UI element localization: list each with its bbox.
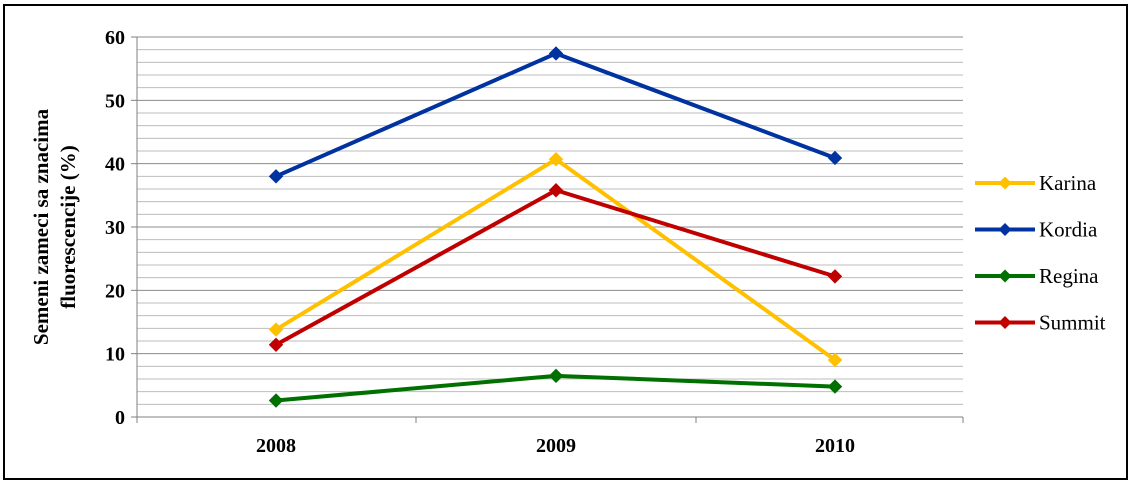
- legend: Karina Kordia Regina Summit: [975, 171, 1106, 335]
- legend-label: Kordia: [1039, 218, 1098, 242]
- legend-item-karina: Karina: [975, 171, 1097, 195]
- x-tick-label: 2010: [815, 435, 855, 457]
- series-summit: [268, 183, 843, 353]
- data-point: [548, 183, 564, 198]
- y-tick-label: 0: [115, 407, 125, 429]
- legend-label: Summit: [1039, 311, 1106, 335]
- series-regina: [268, 368, 843, 408]
- data-point: [548, 152, 564, 167]
- y-tick-label: 10: [105, 344, 125, 366]
- y-axis-title-line: fluorescencije (%): [56, 145, 80, 308]
- y-tick-label: 20: [105, 280, 125, 302]
- legend-label: Regina: [1039, 264, 1099, 288]
- y-axis-title: Semeni zameci sa znacima fluorescencije (…: [29, 108, 80, 345]
- legend-item-regina: Regina: [975, 264, 1099, 288]
- legend-item-kordia: Kordia: [975, 218, 1098, 242]
- legend-marker: [998, 269, 1012, 283]
- legend-item-summit: Summit: [975, 311, 1106, 335]
- axes: [131, 36, 964, 423]
- chart-frame: [3, 4, 1128, 480]
- y-axis-title-line: Semeni zameci sa znacima: [29, 108, 53, 345]
- y-tick-label: 60: [105, 27, 125, 49]
- series-karina: [268, 152, 843, 368]
- data-point: [268, 393, 284, 408]
- legend-marker: [998, 316, 1012, 329]
- legend-label: Karina: [1039, 171, 1097, 195]
- legend-marker: [998, 176, 1012, 190]
- data-point: [827, 269, 843, 284]
- y-axis-label: Semeni zameci sa znacima fluorescencije (…: [29, 108, 80, 345]
- data-point: [827, 150, 843, 166]
- data-point: [268, 322, 284, 337]
- data-point: [827, 352, 843, 368]
- series-lines: [268, 46, 843, 408]
- x-tick-label: 2009: [536, 435, 576, 457]
- series-line: [275, 188, 836, 347]
- data-point: [548, 46, 564, 61]
- series-kordia: [268, 46, 843, 184]
- data-point: [268, 337, 284, 353]
- data-point: [548, 368, 564, 384]
- gridlines: [137, 36, 963, 405]
- y-tick-label: 50: [105, 90, 125, 112]
- data-point: [827, 379, 843, 394]
- x-axis-tick-labels: 2008 2009 2010: [256, 435, 855, 457]
- y-axis-tick-labels: 0 10 20 30 40 50 60: [105, 27, 125, 429]
- y-tick-label: 30: [105, 217, 125, 239]
- legend-marker: [998, 223, 1012, 236]
- y-tick-label: 40: [105, 154, 125, 176]
- x-tick-label: 2008: [256, 435, 296, 457]
- data-point: [268, 169, 284, 184]
